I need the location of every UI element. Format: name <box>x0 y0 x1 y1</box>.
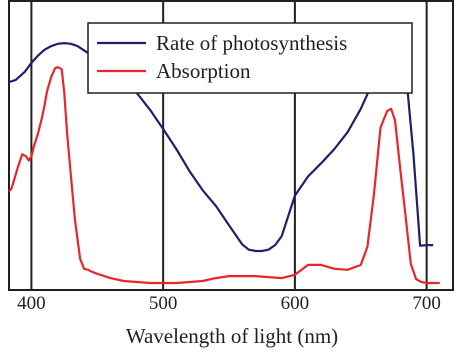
x-tick-label: 700 <box>412 293 441 314</box>
x-tick-label: 400 <box>17 293 46 314</box>
legend: Rate of photosynthesis Absorption <box>87 22 413 94</box>
x-tick-label: 600 <box>281 293 310 314</box>
x-tick-label: 500 <box>149 293 178 314</box>
legend-label-absorption: Absorption <box>156 59 251 83</box>
series-line-absorption <box>8 66 440 285</box>
x-axis-label: Wavelength of light (nm) <box>126 324 338 348</box>
legend-label-rate-of-photosynthesis: Rate of photosynthesis <box>156 31 347 55</box>
legend-box <box>87 22 413 94</box>
x-axis-ticks: 400 500 600 700 <box>17 293 441 314</box>
